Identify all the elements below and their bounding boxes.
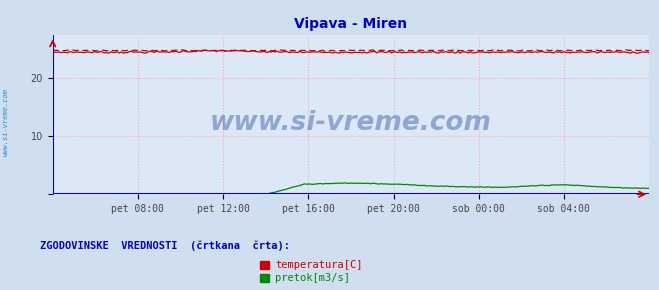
Title: Vipava - Miren: Vipava - Miren — [295, 17, 407, 31]
Text: www.si-vreme.com: www.si-vreme.com — [2, 88, 9, 156]
Text: www.si-vreme.com: www.si-vreme.com — [210, 110, 492, 135]
Text: ZGODOVINSKE  VREDNOSTI  (črtkana  črta):: ZGODOVINSKE VREDNOSTI (črtkana črta): — [40, 241, 289, 251]
Text: pretok[m3/s]: pretok[m3/s] — [275, 273, 351, 283]
Text: temperatura[C]: temperatura[C] — [275, 260, 363, 270]
